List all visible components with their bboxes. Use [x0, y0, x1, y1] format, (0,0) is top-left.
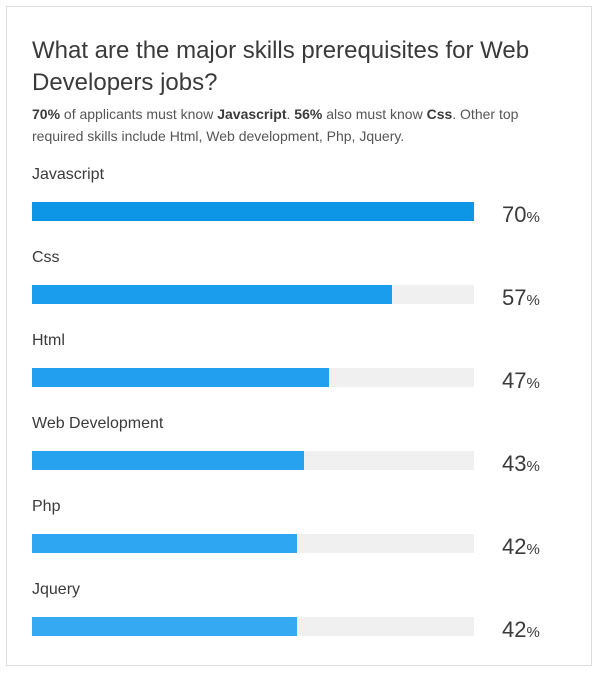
percent-symbol: %	[526, 292, 540, 309]
bar-value-label: 47%	[502, 368, 540, 397]
percent-symbol: %	[526, 624, 540, 641]
skill-row: Css 57%	[32, 248, 572, 328]
chart-title: What are the major skills prerequisites …	[32, 37, 530, 96]
bar-value-number: 42	[502, 534, 527, 559]
summary-part-5: 56%	[294, 106, 323, 122]
bar-value-label: 43%	[502, 451, 540, 480]
skill-label: Jquery	[32, 581, 81, 598]
bar-track	[32, 202, 474, 221]
skill-row: Jquery 42%	[32, 580, 572, 660]
bar-track	[32, 451, 474, 470]
skill-label: Php	[32, 498, 61, 515]
percent-symbol: %	[526, 458, 540, 475]
bar-track	[32, 368, 474, 387]
bar-value-number: 43	[502, 451, 527, 476]
skill-bars: Javascript 70% Css 57% Html 47% Web Developmen…	[7, 7, 591, 665]
bar-fill	[32, 617, 297, 636]
bar-fill	[32, 202, 474, 221]
chart-summary: 70% of applicants must know Javascript. …	[32, 103, 572, 147]
percent-symbol: %	[526, 209, 540, 226]
bar-value-number: 47	[502, 368, 527, 393]
chart-card: What are the major skills prerequisites …	[6, 6, 592, 666]
skill-label: Javascript	[32, 166, 105, 183]
bar-value-number: 42	[502, 617, 527, 642]
bar-track	[32, 617, 474, 636]
skill-label: Html	[32, 332, 65, 349]
bar-value-label: 70%	[502, 202, 540, 231]
summary-part-3: Javascript	[217, 106, 287, 122]
summary-part-4: .	[286, 106, 295, 122]
bar-value-label: 42%	[502, 617, 540, 646]
summary-part-2: of applicants must know	[60, 106, 218, 122]
bar-fill	[32, 534, 297, 553]
percent-symbol: %	[526, 375, 540, 392]
summary-part-6: also must know	[322, 106, 427, 122]
bar-track	[32, 285, 474, 304]
summary-part-7: Css	[426, 106, 453, 122]
skill-row: Web Development 43%	[32, 414, 572, 494]
bar-track	[32, 534, 474, 553]
summary-part-8: . Other top required skills include Html…	[32, 106, 519, 144]
percent-symbol: %	[526, 541, 540, 558]
bar-value-number: 57	[502, 285, 527, 310]
skill-row: Javascript 70%	[32, 165, 572, 245]
skill-row: Html 47%	[32, 331, 572, 411]
bar-value-number: 70	[502, 202, 527, 227]
skill-label: Css	[32, 249, 60, 266]
summary-part-1: 70%	[32, 106, 61, 122]
skill-row: Php 42%	[32, 497, 572, 577]
skill-label: Web Development	[32, 415, 164, 432]
bar-fill	[32, 451, 304, 470]
bar-fill	[32, 285, 392, 304]
bar-value-label: 42%	[502, 534, 540, 563]
bar-value-label: 57%	[502, 285, 540, 314]
bar-fill	[32, 368, 329, 387]
